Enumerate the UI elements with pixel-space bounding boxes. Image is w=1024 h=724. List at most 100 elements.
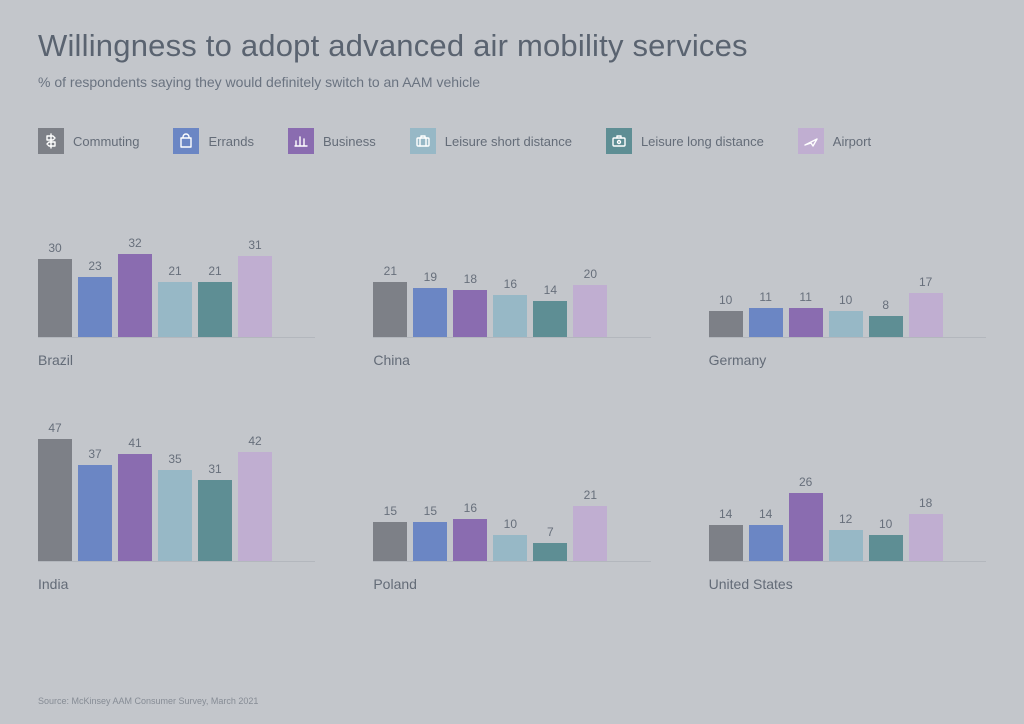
bar-errands: 37 <box>78 447 112 561</box>
bar-leisure_long: 8 <box>869 298 903 337</box>
bar-errands: 15 <box>413 504 447 561</box>
chart-page: Willingness to adopt advanced air mobili… <box>0 0 1024 724</box>
bar <box>909 514 943 561</box>
bar <box>493 535 527 561</box>
bar-business: 32 <box>118 236 152 337</box>
bar-value: 42 <box>248 434 261 448</box>
bar-leisure_short: 12 <box>829 512 863 561</box>
suitcase2-icon <box>606 128 632 154</box>
bar-commuting: 15 <box>373 504 407 561</box>
bar-value: 20 <box>584 267 597 281</box>
bar-value: 14 <box>759 507 772 521</box>
bar-leisure_short: 10 <box>829 293 863 337</box>
bar-value: 17 <box>919 275 932 289</box>
country-panel: 10111110817Germany <box>709 198 986 368</box>
bar-leisure_short: 16 <box>493 277 527 337</box>
bar <box>573 506 607 561</box>
legend-item-leisure_short: Leisure short distance <box>410 128 572 154</box>
bar-value: 18 <box>919 496 932 510</box>
bar-value: 11 <box>799 290 811 304</box>
bar-value: 15 <box>384 504 397 518</box>
bar-commuting: 21 <box>373 264 407 337</box>
bar-airport: 31 <box>238 238 272 337</box>
bar <box>869 316 903 337</box>
bar <box>118 254 152 337</box>
bar-errands: 23 <box>78 259 112 337</box>
bar <box>198 480 232 561</box>
bar-leisure_long: 21 <box>198 264 232 337</box>
bar-value: 26 <box>799 475 812 489</box>
bar-value: 10 <box>879 517 892 531</box>
country-panel: 302332212131Brazil <box>38 198 315 368</box>
bar-leisure_short: 35 <box>158 452 192 561</box>
bar-value: 14 <box>544 283 557 297</box>
bar-value: 32 <box>128 236 141 250</box>
bar-value: 37 <box>88 447 101 461</box>
bar-airport: 17 <box>909 275 943 337</box>
bar-value: 19 <box>424 270 437 284</box>
legend-item-commuting: Commuting <box>38 128 139 154</box>
bar-value: 10 <box>719 293 732 307</box>
bar <box>413 288 447 337</box>
page-title: Willingness to adopt advanced air mobili… <box>38 28 986 64</box>
bar-airport: 18 <box>909 496 943 561</box>
suitcase-icon <box>410 128 436 154</box>
bar <box>789 308 823 337</box>
legend-item-airport: Airport <box>798 128 871 154</box>
bar-business: 26 <box>789 475 823 561</box>
bar-value: 16 <box>504 277 517 291</box>
bar-leisure_short: 10 <box>493 517 527 561</box>
bars-area: 47 37 41 35 31 42 <box>38 422 315 562</box>
bar-value: 21 <box>384 264 397 278</box>
bar-value: 21 <box>208 264 221 278</box>
bar <box>453 290 487 337</box>
bar <box>493 295 527 337</box>
bar-value: 14 <box>719 507 732 521</box>
bar <box>749 525 783 561</box>
bars-area: 10111110817 <box>709 198 986 338</box>
plane-icon <box>798 128 824 154</box>
bar <box>533 301 567 337</box>
bar-value: 41 <box>128 436 141 450</box>
bar-leisure_long: 31 <box>198 462 232 561</box>
bar-value: 8 <box>882 298 889 312</box>
bar-value: 18 <box>464 272 477 286</box>
bar-value: 31 <box>248 238 261 252</box>
bar <box>158 282 192 337</box>
page-subtitle: % of respondents saying they would defin… <box>38 74 986 90</box>
bar-value: 47 <box>48 421 61 435</box>
bar <box>453 519 487 561</box>
bar <box>118 454 152 561</box>
bar-leisure_long: 7 <box>533 525 567 561</box>
country-label: Germany <box>709 352 986 368</box>
bar <box>373 522 407 561</box>
bar-value: 12 <box>839 512 852 526</box>
bar <box>869 535 903 561</box>
bars-area: 302332212131 <box>38 198 315 338</box>
legend-item-leisure_long: Leisure long distance <box>606 128 764 154</box>
bars-area: 14 14 26 12 10 18 <box>709 422 986 562</box>
bar-errands: 19 <box>413 270 447 337</box>
bar <box>158 470 192 561</box>
bar <box>78 277 112 337</box>
legend-label: Leisure long distance <box>641 134 764 149</box>
bar-value: 16 <box>464 501 477 515</box>
signpost-icon <box>38 128 64 154</box>
bar-business: 18 <box>453 272 487 337</box>
bar <box>198 282 232 337</box>
bar-commuting: 30 <box>38 241 72 337</box>
country-label: United States <box>709 576 986 592</box>
bar-business: 16 <box>453 501 487 561</box>
bar <box>238 256 272 337</box>
bar <box>238 452 272 561</box>
legend-label: Errands <box>208 134 254 149</box>
country-panel: 14 14 26 12 10 18 United States <box>709 422 986 592</box>
bars-icon <box>288 128 314 154</box>
bar-value: 31 <box>208 462 221 476</box>
country-label: India <box>38 576 315 592</box>
source-note: Source: McKinsey AAM Consumer Survey, Ma… <box>38 696 258 706</box>
bar <box>709 311 743 337</box>
legend: CommutingErrandsBusinessLeisure short di… <box>38 128 986 154</box>
bar <box>573 285 607 337</box>
bar-airport: 42 <box>238 434 272 561</box>
